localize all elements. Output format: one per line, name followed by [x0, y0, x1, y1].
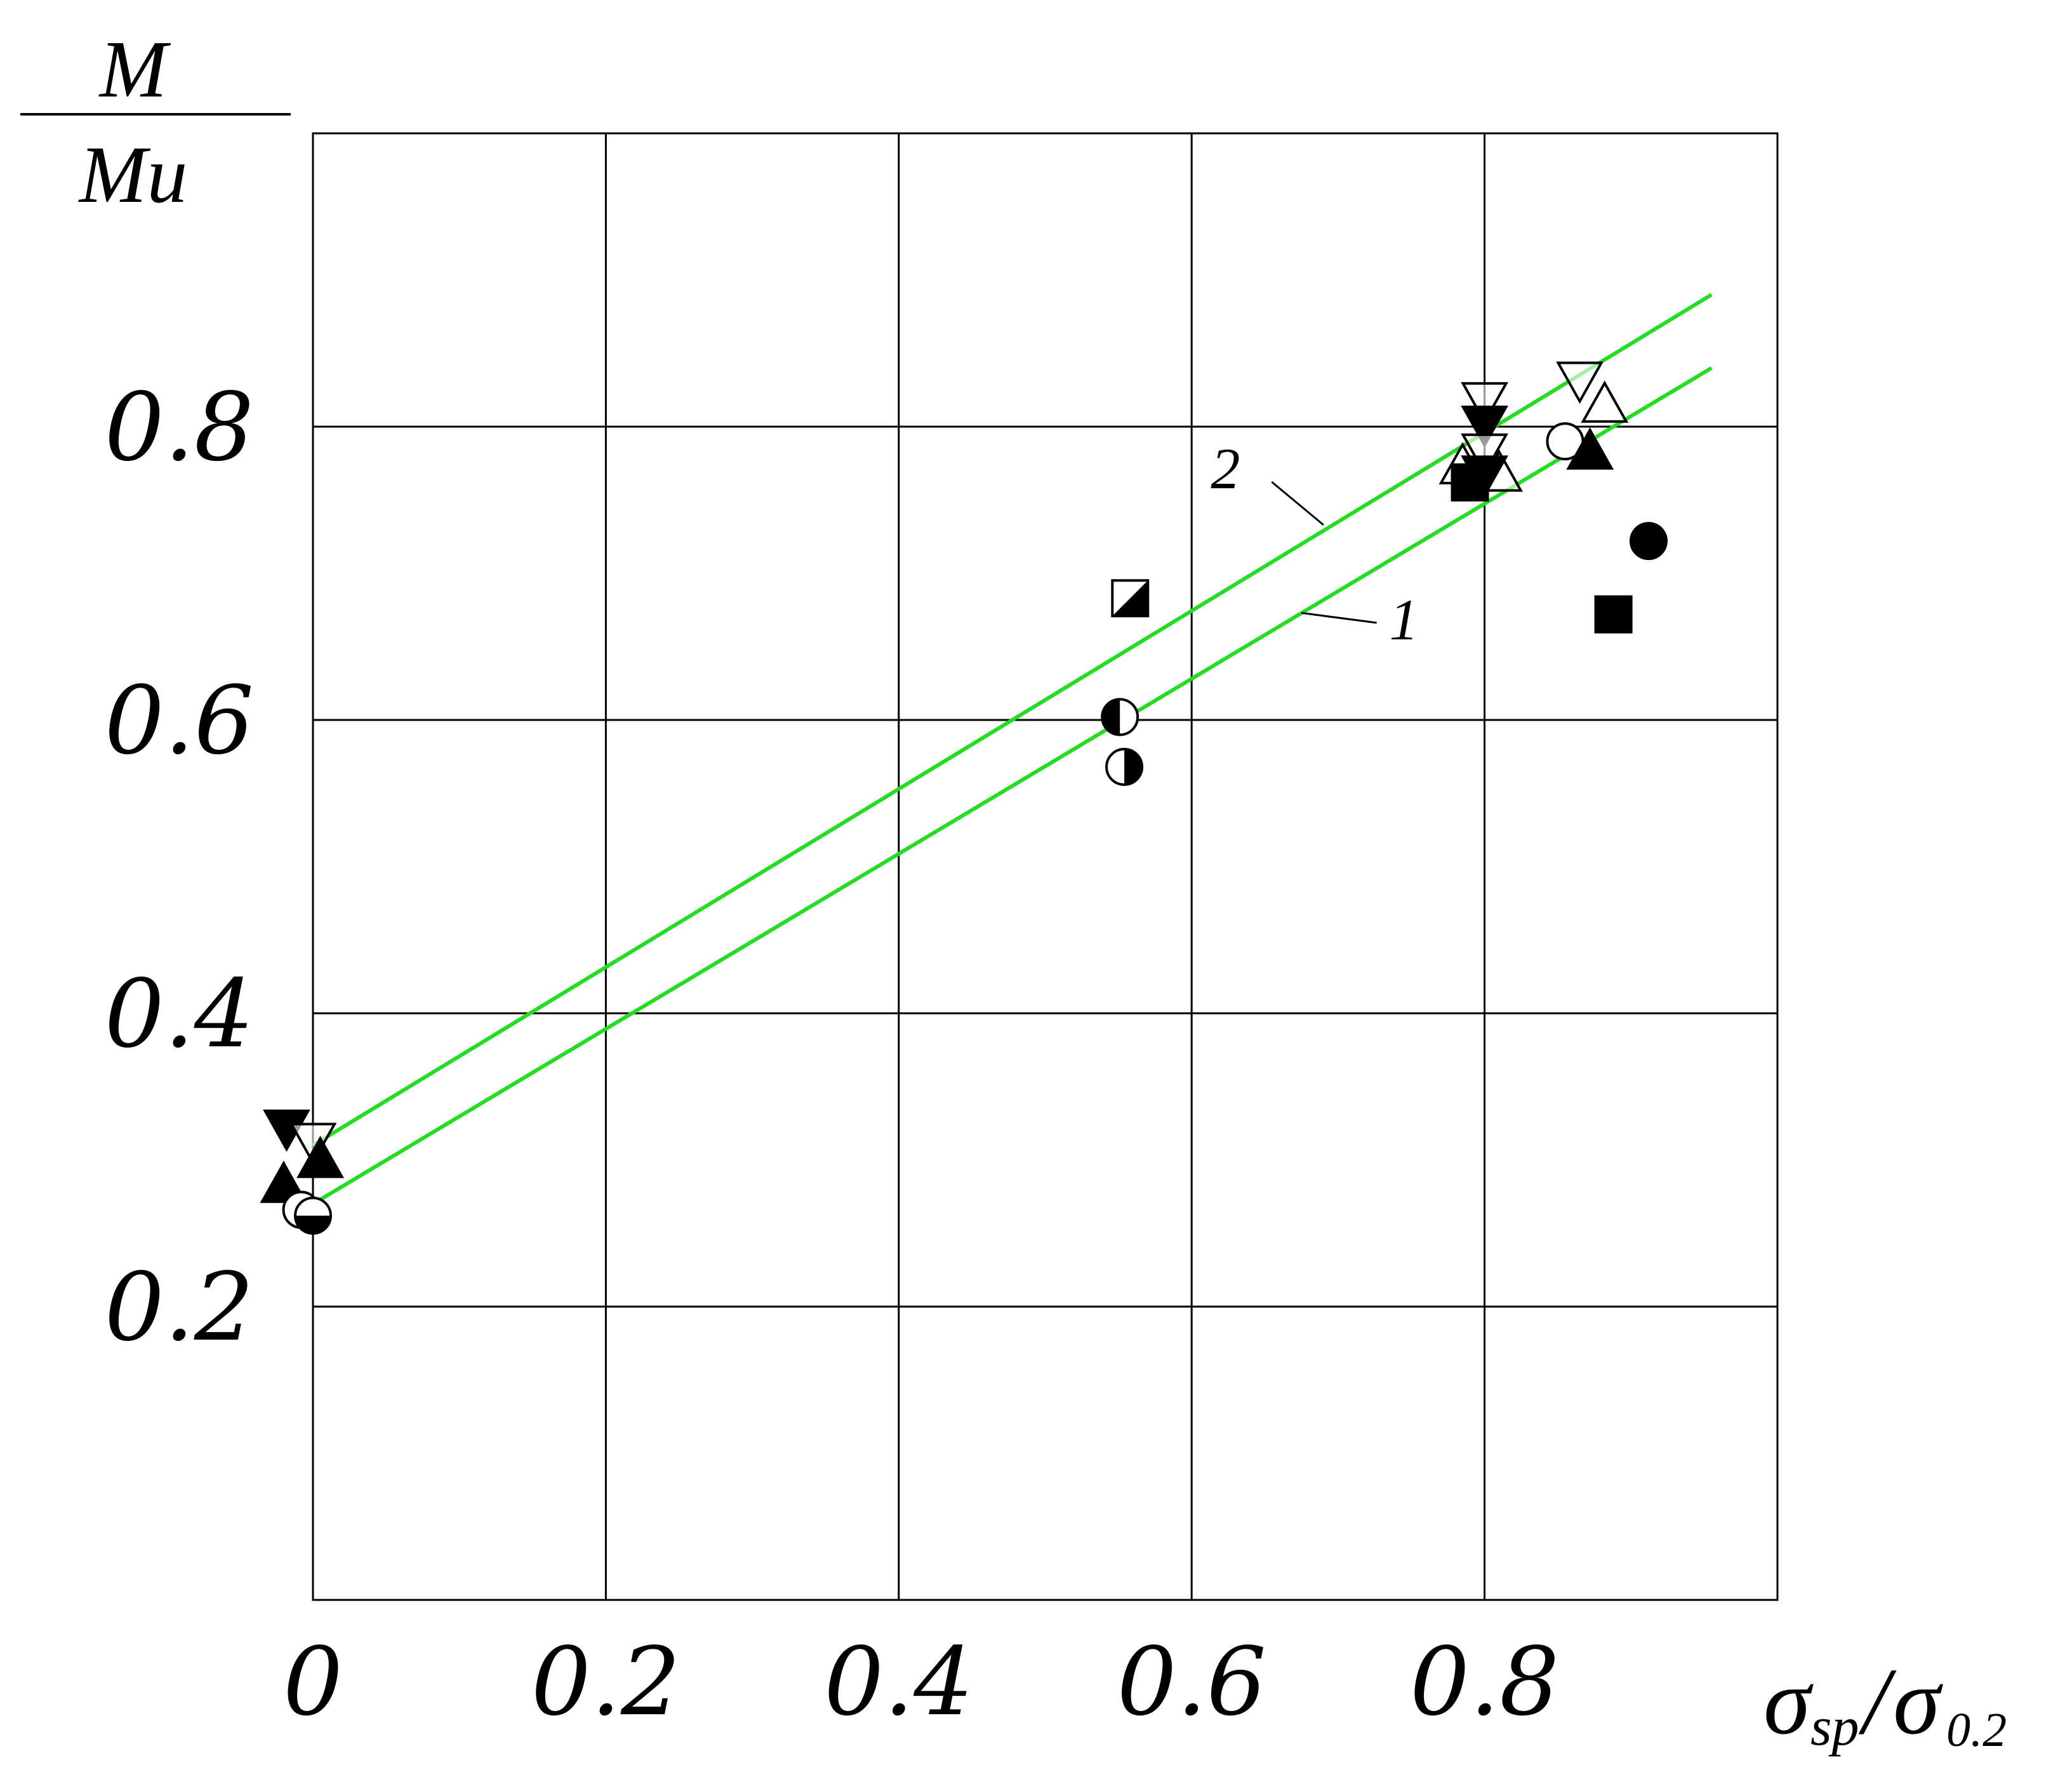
data-point-circle-right-filled — [1105, 747, 1144, 786]
x-axis-label-sigma-2: σ — [1893, 1649, 1943, 1754]
x-tick-label: 0.6 — [1117, 1627, 1266, 1736]
data-point-triangle-up-filled — [296, 1135, 344, 1178]
data-point-circle-filled — [1629, 522, 1668, 561]
y-tick-label: 0.6 — [105, 666, 254, 775]
data-point-triangle-up-open — [1581, 380, 1629, 423]
tick-labels: 0 0.2 0.4 0.6 0.8 0.2 0.4 0.6 0.8 — [105, 373, 1560, 1736]
x-axis-label-slash: / — [1858, 1649, 1897, 1754]
x-axis-label-sub-2: 0.2 — [1946, 1703, 2007, 1757]
x-axis-label: σsp/σ 0.2 — [1763, 1649, 2007, 1757]
data-point-triangle-up-filled — [1566, 427, 1614, 470]
x-tick-label: 0.4 — [824, 1627, 973, 1736]
line-label-leader-1 — [1301, 611, 1377, 624]
data-points — [260, 361, 1668, 1235]
plot-frame — [312, 132, 1779, 1601]
fit-line-1 — [312, 366, 1713, 1206]
line-label-2: 2 — [1211, 436, 1240, 501]
data-point-circle-bottom-filled — [294, 1196, 332, 1235]
y-axis-label: M Mu — [20, 24, 291, 220]
fit-lines: 12 — [312, 293, 1713, 1206]
x-tick-label: 0 — [283, 1627, 343, 1736]
grid — [312, 132, 1779, 1601]
data-point-square-filled — [1451, 463, 1489, 502]
data-point-triangle-down-open — [1461, 433, 1509, 476]
data-point-square-filled — [1594, 595, 1633, 634]
y-axis-label-denominator: Mu — [78, 130, 188, 220]
data-point-triangle-down-filled — [1461, 405, 1509, 448]
data-point-square-diag-filled — [1111, 579, 1150, 618]
y-tick-label: 0.8 — [105, 373, 254, 482]
y-tick-label: 0.4 — [105, 959, 254, 1069]
line-label-leader-2 — [1271, 481, 1324, 526]
y-tick-label: 0.2 — [105, 1253, 254, 1362]
line-label-1: 1 — [1390, 587, 1419, 652]
data-point-triangle-down-open — [1556, 361, 1604, 404]
x-axis-label-sigma-1: σ — [1763, 1649, 1814, 1754]
y-axis-label-numerator: M — [98, 24, 171, 114]
x-axis-label-sub-1: sp — [1810, 1696, 1859, 1757]
x-tick-label: 0.8 — [1410, 1627, 1559, 1736]
data-point-circle-left-filled — [1101, 698, 1139, 736]
x-tick-label: 0.2 — [531, 1627, 681, 1736]
data-point-triangle-down-open — [1461, 382, 1509, 425]
